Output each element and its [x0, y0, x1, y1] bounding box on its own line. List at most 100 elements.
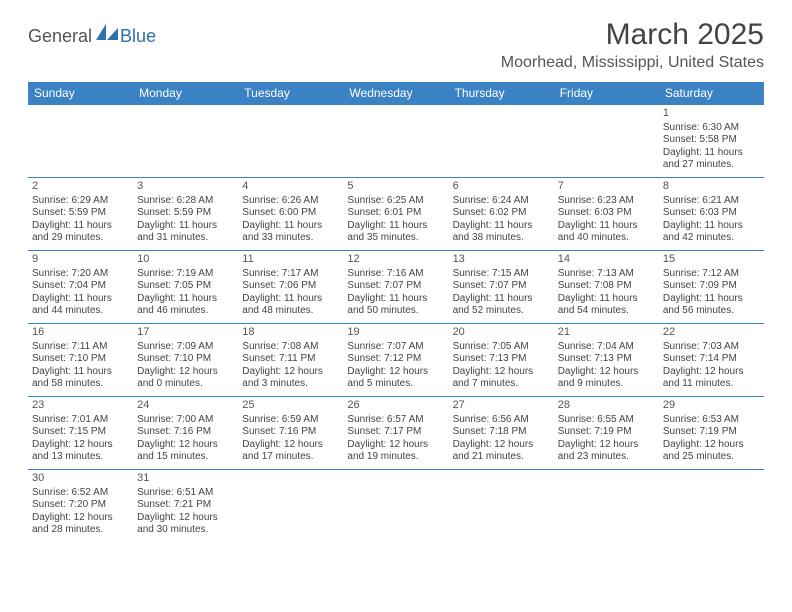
day-number: 8 [663, 180, 760, 194]
cell-text: Sunrise: 6:25 AM [347, 195, 444, 208]
cell-text: Sunrise: 6:28 AM [137, 195, 234, 208]
cell-text: Sunrise: 6:51 AM [137, 487, 234, 500]
cell-text: Daylight: 11 hours [347, 293, 444, 306]
cell-text: Daylight: 11 hours [137, 220, 234, 233]
day-number: 31 [137, 472, 234, 486]
cell-text: Sunrise: 7:04 AM [558, 341, 655, 354]
cell-text: and 25 minutes. [663, 451, 760, 464]
cell-text: Sunrise: 7:03 AM [663, 341, 760, 354]
title-block: March 2025 Moorhead, Mississippi, United… [501, 18, 764, 72]
calendar-cell: 2Sunrise: 6:29 AMSunset: 5:59 PMDaylight… [28, 178, 133, 251]
cell-text: and 50 minutes. [347, 305, 444, 318]
day-number: 10 [137, 253, 234, 267]
cell-text: and 28 minutes. [32, 524, 129, 537]
cell-text: Daylight: 12 hours [242, 439, 339, 452]
cell-text: Sunset: 7:20 PM [32, 499, 129, 512]
calendar-week: 16Sunrise: 7:11 AMSunset: 7:10 PMDayligh… [28, 324, 764, 397]
cell-text: Sunset: 7:04 PM [32, 280, 129, 293]
calendar-cell: 19Sunrise: 7:07 AMSunset: 7:12 PMDayligh… [343, 324, 448, 397]
calendar-week: 30Sunrise: 6:52 AMSunset: 7:20 PMDayligh… [28, 470, 764, 543]
cell-text: Sunrise: 6:29 AM [32, 195, 129, 208]
day-number: 19 [347, 326, 444, 340]
calendar-cell: 17Sunrise: 7:09 AMSunset: 7:10 PMDayligh… [133, 324, 238, 397]
cell-text: and 5 minutes. [347, 378, 444, 391]
cell-text: and 58 minutes. [32, 378, 129, 391]
cell-text: Sunset: 7:12 PM [347, 353, 444, 366]
cell-text: Daylight: 12 hours [347, 366, 444, 379]
cell-text: and 0 minutes. [137, 378, 234, 391]
cell-text: and 19 minutes. [347, 451, 444, 464]
day-number: 4 [242, 180, 339, 194]
cell-text: Sunrise: 6:26 AM [242, 195, 339, 208]
cell-text: and 46 minutes. [137, 305, 234, 318]
calendar-week: 23Sunrise: 7:01 AMSunset: 7:15 PMDayligh… [28, 397, 764, 470]
cell-text: Sunrise: 6:56 AM [453, 414, 550, 427]
cell-text: Daylight: 12 hours [453, 366, 550, 379]
day-number: 23 [32, 399, 129, 413]
day-number: 24 [137, 399, 234, 413]
cell-text: Sunrise: 6:24 AM [453, 195, 550, 208]
header-row: General Blue March 2025 Moorhead, Missis… [28, 18, 764, 72]
cell-text: and 30 minutes. [137, 524, 234, 537]
cell-text: Daylight: 11 hours [663, 293, 760, 306]
calendar-cell: 4Sunrise: 6:26 AMSunset: 6:00 PMDaylight… [238, 178, 343, 251]
cell-text: Sunset: 7:08 PM [558, 280, 655, 293]
cell-text: Sunrise: 7:19 AM [137, 268, 234, 281]
cell-text: and 17 minutes. [242, 451, 339, 464]
cell-text: Sunrise: 7:12 AM [663, 268, 760, 281]
cell-text: Sunset: 7:10 PM [137, 353, 234, 366]
day-number: 12 [347, 253, 444, 267]
calendar-body: 1Sunrise: 6:30 AMSunset: 5:58 PMDaylight… [28, 105, 764, 543]
calendar-cell: 21Sunrise: 7:04 AMSunset: 7:13 PMDayligh… [554, 324, 659, 397]
calendar-cell: 6Sunrise: 6:24 AMSunset: 6:02 PMDaylight… [449, 178, 554, 251]
cell-text: Sunrise: 6:59 AM [242, 414, 339, 427]
cell-text: Sunset: 7:09 PM [663, 280, 760, 293]
calendar-cell: 16Sunrise: 7:11 AMSunset: 7:10 PMDayligh… [28, 324, 133, 397]
cell-text: Daylight: 12 hours [32, 512, 129, 525]
cell-text: Sunset: 6:03 PM [663, 207, 760, 220]
cell-text: Sunrise: 7:08 AM [242, 341, 339, 354]
day-number: 14 [558, 253, 655, 267]
calendar-cell [28, 105, 133, 178]
cell-text: Sunrise: 7:15 AM [453, 268, 550, 281]
day-number: 15 [663, 253, 760, 267]
calendar-cell: 8Sunrise: 6:21 AMSunset: 6:03 PMDaylight… [659, 178, 764, 251]
cell-text: Sunrise: 7:07 AM [347, 341, 444, 354]
cell-text: and 42 minutes. [663, 232, 760, 245]
calendar-cell [343, 470, 448, 543]
cell-text: Sunset: 7:16 PM [242, 426, 339, 439]
cell-text: Sunset: 5:58 PM [663, 134, 760, 147]
calendar-week: 1Sunrise: 6:30 AMSunset: 5:58 PMDaylight… [28, 105, 764, 178]
calendar-cell: 31Sunrise: 6:51 AMSunset: 7:21 PMDayligh… [133, 470, 238, 543]
cell-text: and 21 minutes. [453, 451, 550, 464]
cell-text: Sunset: 6:02 PM [453, 207, 550, 220]
calendar-cell [659, 470, 764, 543]
brand-logo: General Blue [28, 18, 156, 47]
cell-text: and 29 minutes. [32, 232, 129, 245]
cell-text: Sunset: 7:07 PM [453, 280, 550, 293]
cell-text: Daylight: 12 hours [663, 366, 760, 379]
day-number: 25 [242, 399, 339, 413]
day-number: 9 [32, 253, 129, 267]
cell-text: Daylight: 11 hours [453, 293, 550, 306]
day-number: 21 [558, 326, 655, 340]
cell-text: Sunset: 7:11 PM [242, 353, 339, 366]
cell-text: and 56 minutes. [663, 305, 760, 318]
calendar-cell: 26Sunrise: 6:57 AMSunset: 7:17 PMDayligh… [343, 397, 448, 470]
day-number: 16 [32, 326, 129, 340]
day-number: 30 [32, 472, 129, 486]
cell-text: and 15 minutes. [137, 451, 234, 464]
calendar-cell: 14Sunrise: 7:13 AMSunset: 7:08 PMDayligh… [554, 251, 659, 324]
cell-text: and 40 minutes. [558, 232, 655, 245]
day-number: 11 [242, 253, 339, 267]
calendar-week: 2Sunrise: 6:29 AMSunset: 5:59 PMDaylight… [28, 178, 764, 251]
cell-text: Sunrise: 7:16 AM [347, 268, 444, 281]
cell-text: Sunset: 5:59 PM [32, 207, 129, 220]
day-number: 1 [663, 107, 760, 121]
calendar-cell [449, 105, 554, 178]
calendar-cell [133, 105, 238, 178]
cell-text: Sunset: 7:19 PM [663, 426, 760, 439]
cell-text: Daylight: 11 hours [663, 220, 760, 233]
day-number: 22 [663, 326, 760, 340]
day-number: 5 [347, 180, 444, 194]
